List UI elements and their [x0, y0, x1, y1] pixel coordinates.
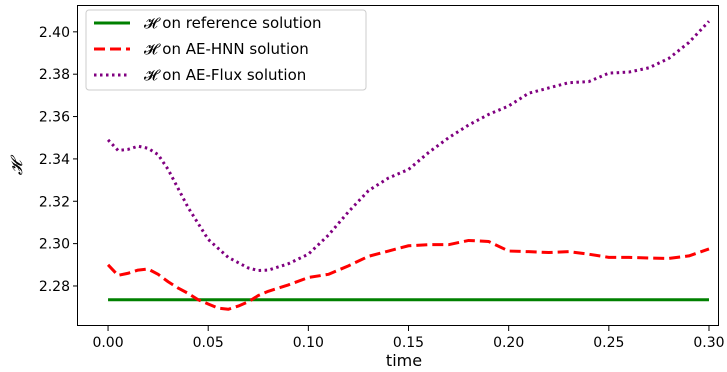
x-tick-label: 0.30	[693, 335, 724, 351]
legend-box	[85, 9, 367, 91]
y-tick-label: 2.40	[39, 25, 70, 41]
y-tick-label: 2.36	[39, 110, 70, 126]
x-axis-ticks: 0.00 0.05 0.10 0.15 0.20 0.25 0.30	[92, 326, 725, 351]
x-tick-label: 0.00	[92, 335, 123, 351]
y-tick-label: 2.28	[39, 279, 70, 295]
series-line-3	[106, 20, 711, 273]
y-tick-label: 2.34	[39, 152, 70, 168]
y-tick-label: 2.30	[39, 237, 70, 253]
axes-frame	[77, 5, 719, 326]
y-axis-label: 𝓗	[7, 154, 26, 175]
y-tick-label: 2.32	[39, 194, 70, 210]
x-tick-label: 0.10	[293, 335, 324, 351]
x-tick-label: 0.25	[593, 335, 624, 351]
legend: 𝓗 on reference solution 𝓗 on AE-HNN solut…	[85, 9, 367, 91]
x-axis-label: time	[386, 351, 422, 370]
series-line-2	[106, 238, 710, 311]
legend-label-1: 𝓗 on reference solution	[144, 14, 322, 32]
x-tick-label: 0.20	[493, 335, 524, 351]
x-tick-label: 0.15	[393, 335, 424, 351]
y-axis-ticks: 2.28 2.30 2.32 2.34 2.36 2.38 2.40	[39, 25, 78, 295]
legend-label-2: 𝓗 on AE-HNN solution	[144, 40, 309, 58]
series-layer	[106, 20, 711, 311]
legend-label-3: 𝓗 on AE-Flux solution	[144, 66, 306, 84]
y-tick-label: 2.38	[39, 67, 70, 83]
x-tick-label: 0.05	[193, 335, 224, 351]
